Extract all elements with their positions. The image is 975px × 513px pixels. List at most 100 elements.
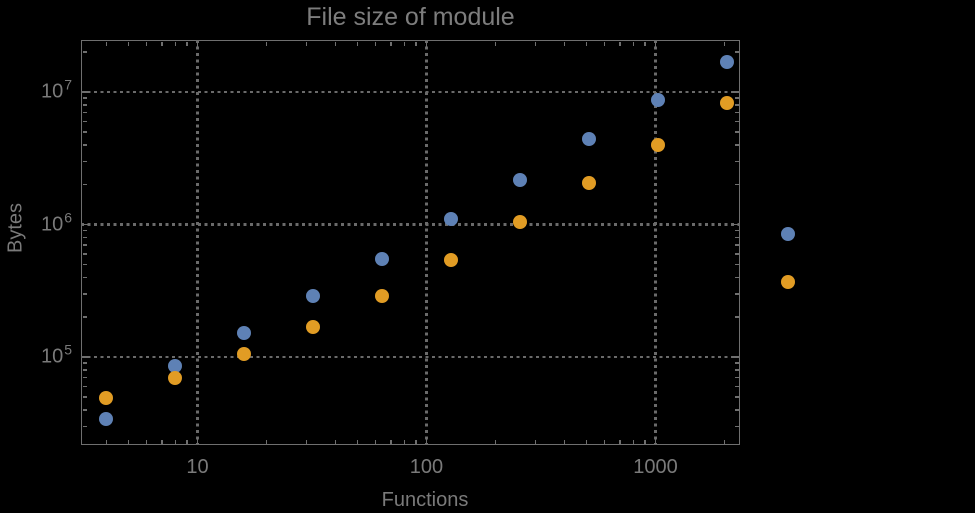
y-tick-exponent: 7: [64, 76, 72, 93]
x-tick-mark: [644, 439, 646, 444]
y-tick-mark: [734, 316, 739, 318]
x-tick-mark: [127, 41, 130, 46]
data-point-blue: [512, 172, 527, 187]
y-tick-mark: [82, 385, 87, 388]
data-point-orange: [512, 215, 527, 230]
x-tick-label: 1000: [633, 456, 678, 478]
y-tick-mark: [82, 376, 87, 379]
data-point-orange: [306, 320, 321, 335]
data-point-orange: [719, 95, 734, 110]
x-tick-mark: [356, 439, 359, 444]
x-tick-mark: [127, 439, 130, 444]
y-axis-label: Bytes: [4, 202, 27, 254]
y-tick-mark: [734, 263, 739, 266]
y-tick-mark: [82, 253, 87, 255]
x-tick-mark: [186, 439, 188, 444]
x-tick-mark: [356, 41, 359, 46]
x-tick-mark: [374, 41, 377, 46]
y-tick-mark: [734, 409, 739, 411]
y-tick-mark: [82, 369, 87, 371]
x-tick-mark: [425, 436, 428, 444]
x-tick-mark: [105, 41, 108, 46]
data-point-blue: [444, 212, 458, 227]
y-tick-exponent: 6: [64, 209, 72, 226]
data-point-blue: [99, 412, 114, 427]
x-tick-mark: [563, 41, 566, 46]
data-point-orange: [444, 253, 458, 268]
x-tick-mark: [305, 439, 308, 444]
x-tick-mark: [563, 439, 566, 444]
data-point-blue: [375, 251, 390, 266]
y-tick-label: 106: [40, 209, 72, 236]
x-tick-mark: [632, 41, 634, 46]
x-tick-mark: [632, 439, 634, 444]
y-tick-mark: [734, 120, 739, 123]
x-tick-mark: [105, 439, 108, 444]
y-tick-mark: [734, 111, 739, 114]
data-point-orange: [168, 370, 183, 385]
y-tick-mark: [734, 144, 739, 146]
x-tick-label: 100: [409, 456, 444, 478]
x-tick-mark: [415, 439, 417, 444]
data-point-orange: [581, 175, 596, 190]
y-tick-mark: [82, 160, 87, 163]
data-point-orange: [375, 288, 390, 303]
y-tick-mark: [82, 276, 87, 279]
v-gridline: [425, 40, 428, 445]
y-tick-mark: [82, 104, 87, 106]
x-tick-mark: [390, 439, 392, 444]
y-tick-mark: [734, 229, 739, 232]
x-tick-mark: [603, 41, 606, 46]
y-tick-mark: [731, 223, 739, 226]
y-tick-mark: [82, 183, 87, 186]
y-tick-mark: [734, 183, 739, 186]
data-point-orange: [781, 274, 796, 289]
y-tick-mark: [82, 263, 87, 266]
x-tick-mark: [403, 439, 406, 444]
y-tick-mark: [82, 144, 87, 146]
x-tick-mark: [145, 439, 148, 444]
x-tick-label: 10: [186, 456, 209, 478]
y-tick-mark: [734, 104, 739, 106]
x-tick-mark: [403, 41, 406, 46]
y-tick-mark: [734, 385, 739, 388]
x-tick-mark: [619, 439, 621, 444]
y-tick-mark: [734, 253, 739, 255]
x-tick-mark: [603, 439, 606, 444]
y-tick-mark: [82, 97, 87, 99]
x-tick-mark: [390, 41, 392, 46]
x-tick-mark: [145, 41, 148, 46]
y-tick-mark: [734, 276, 739, 279]
x-tick-mark: [415, 41, 417, 46]
x-tick-mark: [161, 439, 163, 444]
y-tick-base: 10: [40, 345, 64, 368]
x-tick-mark: [654, 41, 657, 49]
v-gridline: [196, 40, 199, 445]
data-point-blue: [781, 226, 796, 241]
y-tick-mark: [734, 160, 739, 163]
x-tick-mark: [374, 439, 377, 444]
data-point-orange: [650, 137, 665, 152]
y-tick-mark: [734, 131, 739, 133]
y-tick-mark: [82, 316, 87, 318]
x-tick-mark: [723, 439, 726, 444]
x-tick-mark: [265, 41, 268, 46]
x-tick-mark: [494, 41, 497, 46]
x-tick-mark: [534, 439, 537, 444]
x-tick-mark: [196, 436, 199, 444]
y-tick-base: 10: [40, 213, 64, 236]
x-tick-mark: [186, 41, 188, 46]
y-tick-mark: [82, 293, 87, 295]
y-tick-mark: [82, 91, 90, 93]
y-tick-mark: [734, 236, 739, 239]
data-point-blue: [168, 359, 183, 374]
data-point-blue: [581, 132, 596, 147]
y-tick-base: 10: [40, 80, 64, 103]
x-tick-mark: [305, 41, 308, 46]
y-tick-mark: [82, 111, 87, 114]
data-point-orange: [99, 391, 114, 406]
y-tick-mark: [82, 51, 87, 53]
y-tick-mark: [734, 376, 739, 379]
data-point-blue: [306, 288, 321, 303]
